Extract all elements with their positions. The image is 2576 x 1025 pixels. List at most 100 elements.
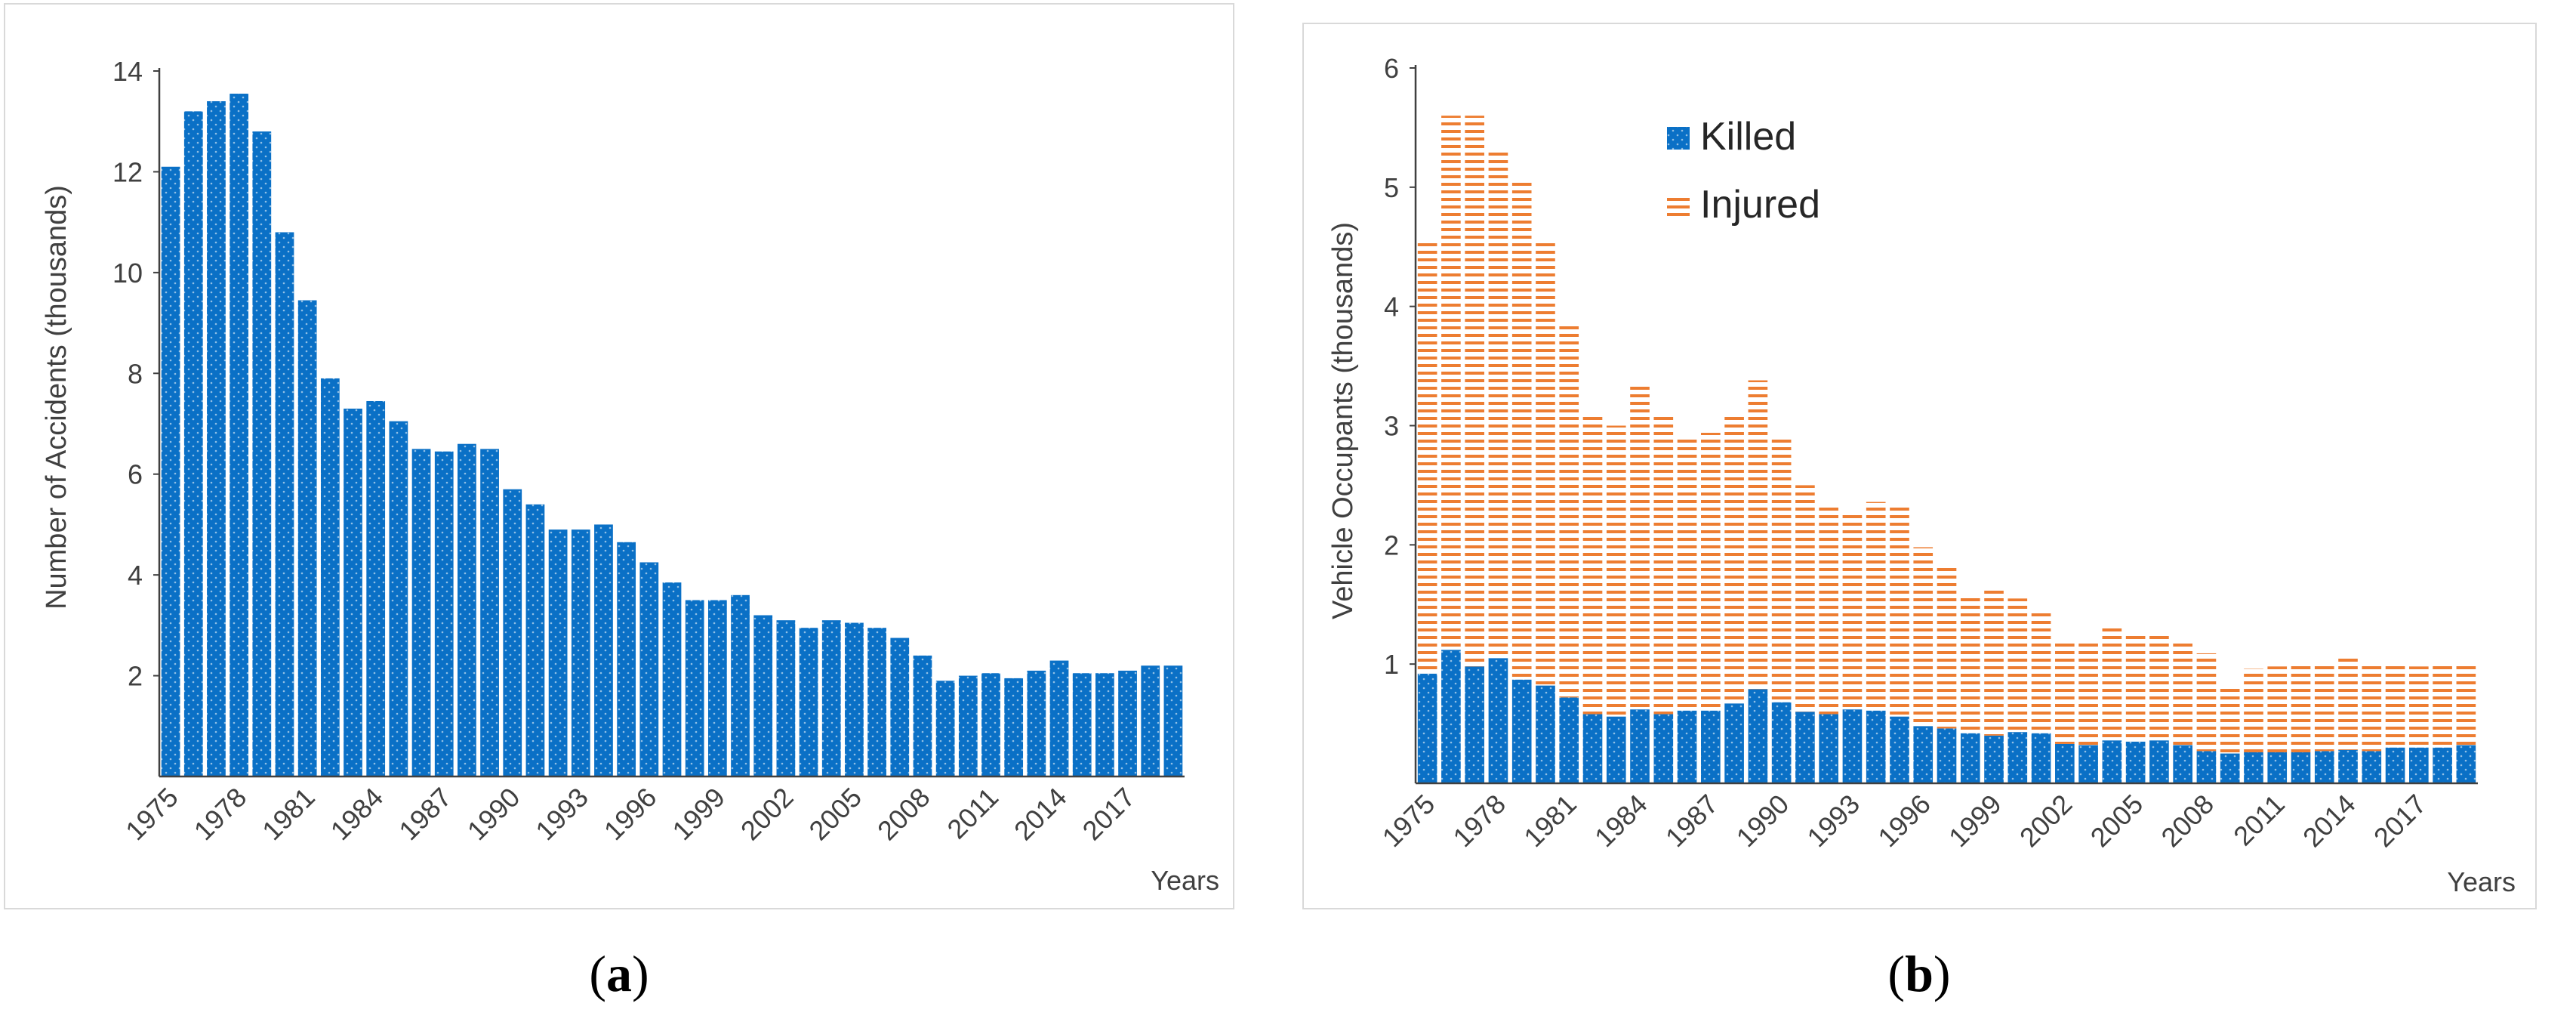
bar-2014	[1049, 660, 1069, 776]
bar-killed-2018	[2433, 747, 2452, 783]
bar-1992	[548, 529, 568, 776]
y-tick-label: 4	[1384, 292, 1399, 323]
bar-injured-1979	[1511, 182, 1532, 680]
bar-injured-1989	[1748, 380, 1768, 690]
bar-injured-1999	[1984, 590, 2004, 736]
x-tick-label: 2011	[2227, 789, 2291, 852]
bar-injured-1993	[1842, 512, 1863, 710]
chart-panel-b: 1 2 3 4 5 6 1975 1978 1981 1984 1987 1990 1993 1996 19…	[1302, 23, 2537, 909]
bar-killed-1989	[1748, 689, 1768, 783]
bar-injured-2005	[2125, 631, 2146, 742]
x-tick-label: 1999	[1943, 789, 2007, 854]
x-tick-label: 1978	[1447, 789, 1511, 854]
bar-injured-1984	[1630, 384, 1650, 710]
bar-2003	[799, 628, 818, 776]
bar-injured-2012	[2291, 664, 2311, 752]
x-tick-label: 1984	[1588, 789, 1653, 854]
bar-injured-1987	[1701, 432, 1721, 711]
bar-2000	[731, 594, 750, 776]
x-tick-label: 2014	[2297, 789, 2362, 854]
bar-2008	[913, 655, 932, 776]
x-tick-label: 1996	[1872, 789, 1937, 854]
bar-killed-1999	[1984, 735, 2004, 783]
bar-1982	[320, 378, 340, 776]
bar-2004	[821, 620, 841, 776]
bar-injured-2001	[2031, 611, 2051, 733]
bar-1979	[252, 131, 272, 777]
bar-injured-1995	[1890, 506, 1909, 717]
x-tick-label: 2008	[871, 782, 936, 847]
bar-injured-2014	[2338, 656, 2358, 750]
x-tick-label: 1981	[256, 782, 321, 847]
bar-killed-1991	[1795, 712, 1815, 783]
bar-2018	[1141, 665, 1160, 776]
bar-injured-2019	[2456, 662, 2476, 746]
y-tick-label: 3	[1384, 411, 1399, 442]
caption-a-letter: a	[606, 945, 632, 1002]
bar-killed-2013	[2314, 751, 2334, 783]
bar-killed-2003	[2078, 745, 2098, 783]
caption-b: (b)	[1887, 945, 1951, 1002]
x-tick-label: 2005	[2085, 789, 2149, 854]
x-tick-label: 1990	[461, 782, 526, 847]
x-tick-label: 2008	[2155, 789, 2220, 854]
x-axis-title: Years	[2447, 866, 2516, 897]
bar-2011	[981, 673, 1000, 776]
bar-2010	[958, 675, 978, 776]
bar-injured-1983	[1606, 425, 1626, 717]
bar-killed-2015	[2362, 751, 2382, 783]
bar-injured-2017	[2409, 666, 2429, 748]
legend: Killed Injured	[1667, 115, 1820, 227]
bar-killed-1990	[1771, 702, 1792, 783]
bar-injured-2010	[2244, 668, 2263, 752]
legend-swatch-killed	[1667, 127, 1690, 150]
caption-a: (a)	[589, 945, 649, 1002]
x-tick-label: 1987	[393, 782, 458, 847]
bar-injured-1985	[1653, 413, 1674, 715]
bar-injured-2013	[2314, 664, 2334, 752]
bar-injured-1988	[1724, 413, 1744, 704]
bar-1980	[275, 232, 294, 776]
bar-killed-1992	[1819, 714, 1838, 783]
bar-1977	[207, 101, 226, 776]
bar-injured-1990	[1771, 435, 1792, 702]
y-tick-label: 2	[128, 661, 143, 692]
bar-injured-1980	[1536, 243, 1555, 686]
y-tick-label: 2	[1384, 529, 1399, 560]
bar-injured-1998	[1960, 594, 1980, 733]
bar-1988	[458, 443, 476, 776]
occupants-chart: 1 2 3 4 5 6 1975 1978 1981 1984 1987 1990 1993 1996 19…	[1327, 53, 2516, 897]
y-tick-label: 5	[1384, 172, 1399, 203]
bar-1981	[297, 300, 317, 776]
bar-1984	[366, 400, 386, 776]
legend-swatch-injured	[1667, 195, 1690, 218]
bar-1990	[503, 489, 522, 776]
bar-injured-2016	[2385, 662, 2405, 748]
bar-2013	[1027, 670, 1046, 776]
bar-1997	[662, 582, 682, 776]
bar-1994	[594, 524, 613, 776]
bar-killed-2008	[2196, 751, 2217, 783]
x-tick-label: 1975	[119, 782, 184, 847]
x-tick-label: 1993	[1801, 789, 1866, 854]
y-tick-label: 4	[128, 560, 143, 591]
bar-injured-2004	[2102, 625, 2122, 741]
legend-label-injured: Injured	[1700, 183, 1820, 227]
bar-1985	[389, 421, 408, 776]
bar-injured-2009	[2220, 684, 2240, 754]
caption-b-letter: b	[1905, 945, 1934, 1002]
bar-2001	[753, 615, 773, 776]
bar-killed-1982	[1582, 714, 1603, 783]
bar-2006	[867, 628, 886, 776]
x-tick-label: 1984	[325, 782, 390, 847]
x-tick-label: 1978	[188, 782, 253, 847]
bar-killed-1997	[1937, 728, 1957, 783]
bar-2016	[1095, 673, 1114, 776]
bar-2009	[935, 681, 955, 776]
bar-1975	[161, 166, 180, 776]
bar-killed-1976	[1441, 650, 1461, 783]
bar-killed-2000	[2007, 732, 2028, 783]
bar-killed-1985	[1653, 714, 1674, 783]
bar-killed-1979	[1511, 679, 1532, 783]
